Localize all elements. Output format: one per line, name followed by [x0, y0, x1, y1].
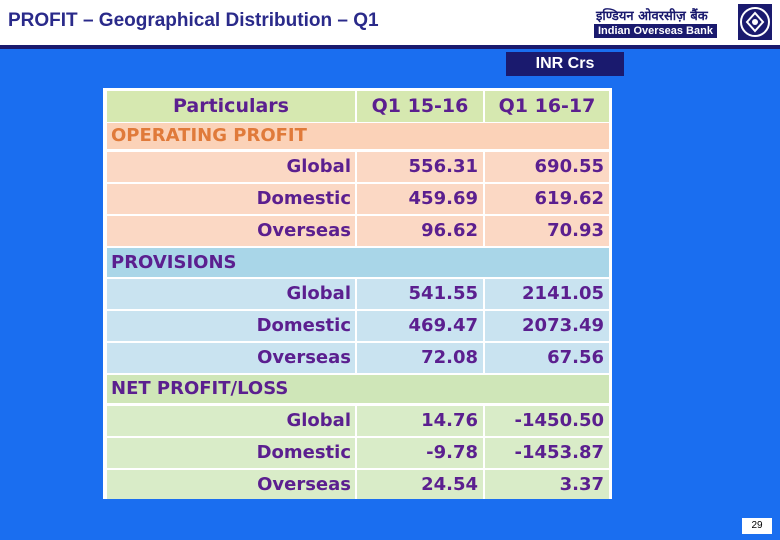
row-value-q1-15-16: 469.47 [357, 311, 483, 341]
profit-table: Particulars Q1 15-16 Q1 16-17 OPERATING … [103, 88, 612, 499]
header-divider [0, 45, 780, 49]
table-row: Domestic -9.78 -1453.87 [103, 438, 612, 468]
row-value-q1-16-17: 690.55 [485, 152, 609, 182]
row-label: Overseas [107, 343, 355, 373]
unit-label: INR Crs [506, 52, 624, 76]
section-row-operating-profit: OPERATING PROFIT [103, 123, 612, 149]
slide-title: PROFIT – Geographical Distribution – Q1 [8, 10, 379, 31]
table-row: Domestic 469.47 2073.49 [103, 311, 612, 341]
row-value-q1-15-16: 24.54 [357, 470, 483, 499]
row-value-q1-16-17: 67.56 [485, 343, 609, 373]
bank-emblem-icon [738, 4, 772, 40]
table-row: Global 14.76 -1450.50 [103, 406, 612, 436]
column-header-particulars: Particulars [107, 91, 355, 122]
row-label: Global [107, 406, 355, 436]
row-value-q1-16-17: 70.93 [485, 216, 609, 246]
table-row: Overseas 72.08 67.56 [103, 343, 612, 373]
row-value-q1-15-16: 14.76 [357, 406, 483, 436]
row-value-q1-15-16: 541.55 [357, 279, 483, 309]
section-row-net-profit-loss: NET PROFIT/LOSS [103, 375, 612, 403]
row-value-q1-16-17: -1453.87 [485, 438, 609, 468]
table-row: Global 556.31 690.55 [103, 152, 612, 182]
row-value-q1-16-17: -1450.50 [485, 406, 609, 436]
row-value-q1-15-16: 556.31 [357, 152, 483, 182]
row-label: Global [107, 152, 355, 182]
row-label: Overseas [107, 470, 355, 499]
row-value-q1-15-16: 459.69 [357, 184, 483, 214]
row-value-q1-16-17: 619.62 [485, 184, 609, 214]
slide-header: PROFIT – Geographical Distribution – Q1 … [0, 0, 780, 49]
bank-logo: इण्डियन ओवरसीज़ बैंक Indian Overseas Ban… [592, 4, 740, 40]
section-title: PROVISIONS [107, 248, 609, 277]
row-label: Domestic [107, 184, 355, 214]
table-header-row: Particulars Q1 15-16 Q1 16-17 [103, 91, 612, 122]
section-title: NET PROFIT/LOSS [107, 375, 609, 403]
column-header-q1-15-16: Q1 15-16 [357, 91, 483, 122]
column-header-q1-16-17: Q1 16-17 [485, 91, 609, 122]
row-value-q1-16-17: 2141.05 [485, 279, 609, 309]
row-label: Domestic [107, 311, 355, 341]
row-label: Domestic [107, 438, 355, 468]
row-label: Overseas [107, 216, 355, 246]
table-row: Domestic 459.69 619.62 [103, 184, 612, 214]
logo-hindi-text: इण्डियन ओवरसीज़ बैंक [596, 9, 708, 24]
table-row: Overseas 24.54 3.37 [103, 470, 612, 499]
table-row: Global 541.55 2141.05 [103, 279, 612, 309]
page-number: 29 [742, 518, 772, 534]
row-value-q1-16-17: 3.37 [485, 470, 609, 499]
row-value-q1-15-16: -9.78 [357, 438, 483, 468]
row-value-q1-15-16: 96.62 [357, 216, 483, 246]
logo-english-text: Indian Overseas Bank [594, 24, 717, 38]
row-label: Global [107, 279, 355, 309]
table-row: Overseas 96.62 70.93 [103, 216, 612, 246]
section-row-provisions: PROVISIONS [103, 248, 612, 277]
row-value-q1-15-16: 72.08 [357, 343, 483, 373]
section-title: OPERATING PROFIT [107, 123, 609, 149]
row-value-q1-16-17: 2073.49 [485, 311, 609, 341]
